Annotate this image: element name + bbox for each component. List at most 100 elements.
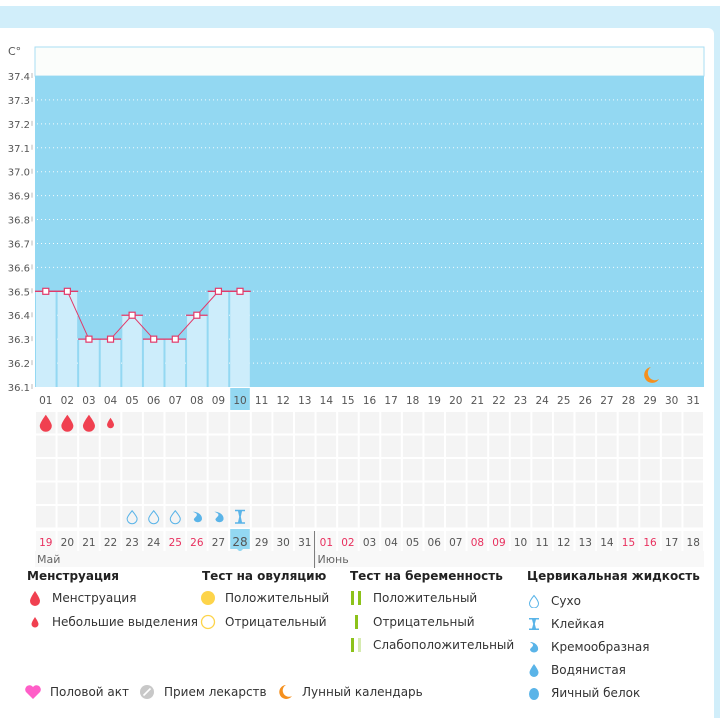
legend-item-pregnancy-negative: Отрицательный [347, 614, 475, 630]
y-axis-unit: C° [8, 45, 21, 58]
x-top-label: 22 [492, 395, 505, 407]
x-bottom-label: 12 [557, 537, 570, 549]
date-cell [36, 531, 56, 551]
date-cell [79, 531, 99, 551]
grid-cell [251, 412, 272, 434]
date-cell [553, 531, 574, 551]
date-cell [446, 531, 466, 551]
grid-cell [661, 459, 682, 481]
date-cell [338, 531, 358, 551]
grid-cell [165, 506, 186, 528]
grid-cell [661, 412, 682, 434]
grid-cell [294, 435, 315, 457]
grid-cell [316, 459, 337, 481]
x-top-label: 10 [233, 395, 246, 407]
dry-drop-icon [148, 509, 160, 525]
grid-cell [597, 435, 617, 457]
grid-cell [510, 459, 531, 481]
date-cell [316, 531, 337, 551]
grid-cell [316, 506, 337, 528]
grid-cell [230, 482, 250, 504]
date-cell [597, 531, 617, 551]
legend-item-moon: Лунный календарь [276, 684, 423, 700]
grid-cell [273, 412, 293, 434]
grid-cell [359, 435, 380, 457]
legend-item-menstruation: Менструация [26, 590, 136, 606]
month-row [35, 551, 704, 567]
grid-cell [381, 506, 401, 528]
temperature-bar [230, 291, 250, 387]
temperature-bar [187, 315, 207, 387]
legend-label: Водянистая [551, 663, 626, 677]
legend-item-egg-white: Яичный белок [525, 685, 640, 701]
grid-cell [467, 482, 488, 504]
grid-cell [251, 459, 272, 481]
date-cell [510, 531, 531, 551]
grid-cell [402, 435, 423, 457]
x-top-label: 29 [643, 395, 656, 407]
today-highlight [230, 388, 250, 410]
date-cell [661, 531, 682, 551]
x-bottom-label: 15 [622, 537, 635, 549]
grid-cell [575, 435, 596, 457]
grid-cell [532, 459, 552, 481]
grid-cell [510, 435, 531, 457]
temperature-point [193, 311, 201, 319]
grid-cell [446, 459, 466, 481]
grid-cell [553, 482, 574, 504]
x-top-label: 14 [320, 395, 334, 407]
grid-cell [57, 506, 78, 528]
grid-cell [273, 435, 293, 457]
blood-drop-icon [61, 414, 74, 432]
grid-cell [661, 506, 682, 528]
y-tick-label: 36.8 [8, 216, 30, 227]
legend-item-ovulation-negative: Отрицательный [199, 614, 327, 630]
y-tick-label: 36.3 [8, 335, 30, 346]
x-top-label: 28 [622, 395, 635, 407]
temperature-point [128, 311, 136, 319]
grid-cell [683, 412, 703, 434]
grid-cell [446, 435, 466, 457]
blood-drop-icon [39, 414, 52, 432]
legend-label: Положительный [373, 591, 478, 605]
blood-drop-icon [26, 590, 44, 606]
grid-cell [143, 459, 164, 481]
grid-cell [165, 459, 186, 481]
grid-cell [79, 435, 99, 457]
grid-cell [79, 482, 99, 504]
temperature-bar [122, 315, 142, 387]
month-label: Июнь [318, 553, 349, 566]
grid-cell [57, 459, 78, 481]
x-bottom-label: 24 [147, 537, 161, 549]
y-tick-label: 36.9 [8, 192, 30, 203]
date-cell [143, 531, 164, 551]
x-bottom-label: 25 [169, 537, 182, 549]
grid-cell [424, 459, 445, 481]
dry-drop-icon [525, 593, 543, 609]
top-strip [0, 0, 720, 6]
grid-cell [381, 482, 401, 504]
grid-cell [640, 435, 660, 457]
temperature-point [171, 335, 179, 343]
x-top-label: 03 [82, 395, 95, 407]
temperature-chart: 37.4 37.3 37.2 37.1 37.0 36.9 36.8 36.7 36.6 36.5… [8, 45, 705, 568]
egg-white-icon [525, 685, 543, 701]
grid-cell [122, 435, 142, 457]
scrollbar-track[interactable] [714, 28, 720, 718]
grid-cell [57, 482, 78, 504]
grid-cell [532, 506, 552, 528]
legend-item-creamy: Кремообразная [525, 639, 649, 655]
grid-cell [381, 459, 401, 481]
grid-cell [640, 412, 660, 434]
grid-cell [597, 482, 617, 504]
hourglass-icon [235, 509, 246, 524]
x-top-label: 26 [579, 395, 593, 407]
grid-cell [57, 435, 78, 457]
x-bottom-label: 04 [384, 537, 398, 549]
grid-cell [294, 482, 315, 504]
y-tick-label: 37.2 [8, 120, 30, 131]
grid-cell [359, 506, 380, 528]
x-bottom-label: 09 [492, 537, 505, 549]
grid-cell [122, 506, 142, 528]
creamy-drop-icon [525, 639, 543, 655]
